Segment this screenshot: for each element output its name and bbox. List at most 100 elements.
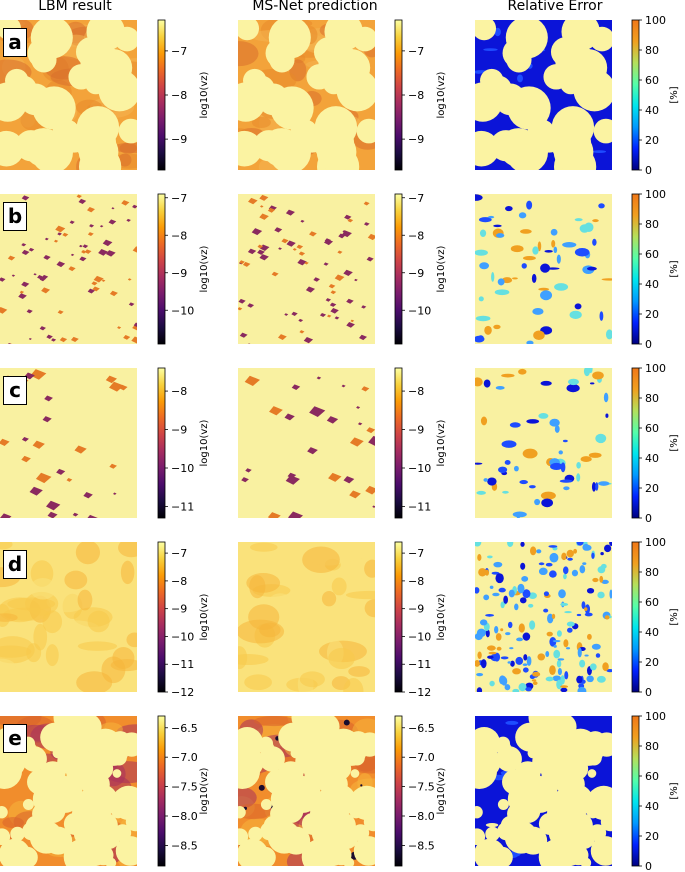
error-patch bbox=[550, 228, 558, 236]
heatmap-e-error bbox=[475, 716, 612, 866]
solid-grain bbox=[71, 856, 89, 866]
pore-throat bbox=[368, 435, 375, 446]
pore-throat bbox=[327, 314, 332, 318]
pore-throat bbox=[72, 512, 79, 517]
error-patch bbox=[576, 473, 581, 482]
colorbar-tick-label: −7 bbox=[408, 192, 424, 205]
pore-throat bbox=[239, 332, 248, 338]
error-patch bbox=[540, 491, 556, 500]
solid-grain bbox=[31, 47, 57, 73]
error-patch bbox=[497, 278, 505, 286]
flow-region bbox=[118, 153, 132, 167]
colorbar-tick-label: 100 bbox=[645, 14, 666, 27]
colorbar-tick-label: −10 bbox=[171, 630, 194, 643]
pore-throat bbox=[303, 336, 314, 344]
colorbar-tick-label: 20 bbox=[645, 308, 659, 321]
error-patch bbox=[493, 224, 502, 228]
colorbar-tick-label: 0 bbox=[645, 860, 652, 872]
error-patch bbox=[487, 655, 494, 659]
error-patch bbox=[600, 563, 607, 569]
solid-grain bbox=[350, 769, 360, 778]
error-patch bbox=[494, 289, 510, 296]
solid-grain bbox=[290, 748, 301, 759]
error-patch bbox=[485, 823, 499, 828]
colorbar-label: [%] bbox=[669, 608, 680, 625]
error-patch bbox=[533, 330, 545, 341]
error-patch bbox=[605, 413, 609, 418]
column-title-error: Relative Error bbox=[507, 0, 603, 14]
error-patch bbox=[509, 647, 514, 650]
error-patch bbox=[599, 311, 604, 321]
pore-throat bbox=[292, 248, 297, 251]
error-patch bbox=[483, 478, 489, 482]
error-patch bbox=[579, 565, 586, 574]
pore-throat bbox=[239, 260, 245, 265]
solid-grain bbox=[21, 746, 47, 772]
low-velocity-spot bbox=[343, 719, 350, 726]
pore-throat bbox=[19, 290, 25, 294]
pore-throat bbox=[300, 219, 305, 223]
pore-throat bbox=[32, 440, 45, 449]
solid-grain bbox=[72, 801, 96, 825]
colorbar-tick-label: −10 bbox=[408, 630, 431, 643]
pore-throat bbox=[66, 477, 73, 482]
solid-grain bbox=[593, 118, 612, 144]
error-patch bbox=[563, 566, 569, 575]
pore-throat bbox=[74, 445, 87, 454]
error-patch bbox=[604, 544, 612, 553]
error-patch bbox=[604, 615, 610, 620]
flow-region bbox=[251, 116, 271, 128]
error-patch bbox=[574, 247, 590, 257]
solid-grain bbox=[325, 26, 350, 50]
pore-throat bbox=[285, 209, 295, 216]
flow-region bbox=[126, 632, 137, 648]
pore-throat bbox=[361, 305, 367, 309]
error-patch bbox=[574, 303, 582, 310]
error-patch bbox=[505, 632, 511, 636]
solid-grain bbox=[494, 83, 527, 116]
error-patch bbox=[591, 643, 601, 650]
solid-grain bbox=[41, 798, 66, 823]
pore-throat bbox=[299, 330, 305, 334]
pore-throat bbox=[251, 228, 263, 236]
colorbar-tick-label: −8 bbox=[408, 575, 424, 588]
colorbar-tick-label: −6.5 bbox=[171, 722, 198, 735]
error-patch bbox=[478, 296, 484, 302]
error-patch bbox=[595, 653, 601, 658]
flow-region bbox=[45, 644, 59, 667]
pore-throat bbox=[366, 427, 375, 434]
pore-throat bbox=[291, 311, 298, 316]
pore-throat bbox=[44, 237, 49, 241]
pore-throat bbox=[121, 200, 130, 206]
pore-throat bbox=[297, 259, 307, 266]
flow-region bbox=[77, 589, 93, 611]
colorbar-tick-label: 0 bbox=[645, 338, 652, 351]
pore-throat bbox=[41, 287, 51, 294]
pore-throat bbox=[46, 500, 61, 511]
pore-throat bbox=[285, 475, 300, 485]
solid-grain bbox=[119, 732, 137, 757]
colorbar-tick-label: −8 bbox=[171, 229, 187, 242]
pore-throat bbox=[330, 308, 339, 314]
pore-throat bbox=[91, 281, 98, 286]
panel-label-a: a bbox=[3, 28, 27, 57]
pore-throat bbox=[278, 247, 282, 250]
colorbar-label: log10(vz) bbox=[199, 593, 210, 640]
solid-grain bbox=[326, 840, 344, 857]
error-patch bbox=[531, 273, 537, 283]
pore-throat bbox=[123, 335, 131, 340]
pore-throat bbox=[62, 232, 69, 237]
error-patch bbox=[510, 245, 524, 253]
colorbar-tick-label: −8.5 bbox=[408, 839, 435, 852]
pore-throat bbox=[334, 274, 345, 281]
pore-throat bbox=[349, 437, 364, 447]
error-patch bbox=[519, 597, 527, 604]
error-patch bbox=[592, 150, 607, 153]
error-patch bbox=[494, 625, 499, 634]
pore-throat bbox=[28, 337, 32, 340]
solid-grain bbox=[52, 779, 73, 800]
error-patch bbox=[509, 422, 521, 428]
pore-throat bbox=[109, 463, 117, 469]
colorbar-tick-label: −11 bbox=[171, 658, 194, 671]
colorbar-label: log10(vz) bbox=[436, 593, 447, 640]
